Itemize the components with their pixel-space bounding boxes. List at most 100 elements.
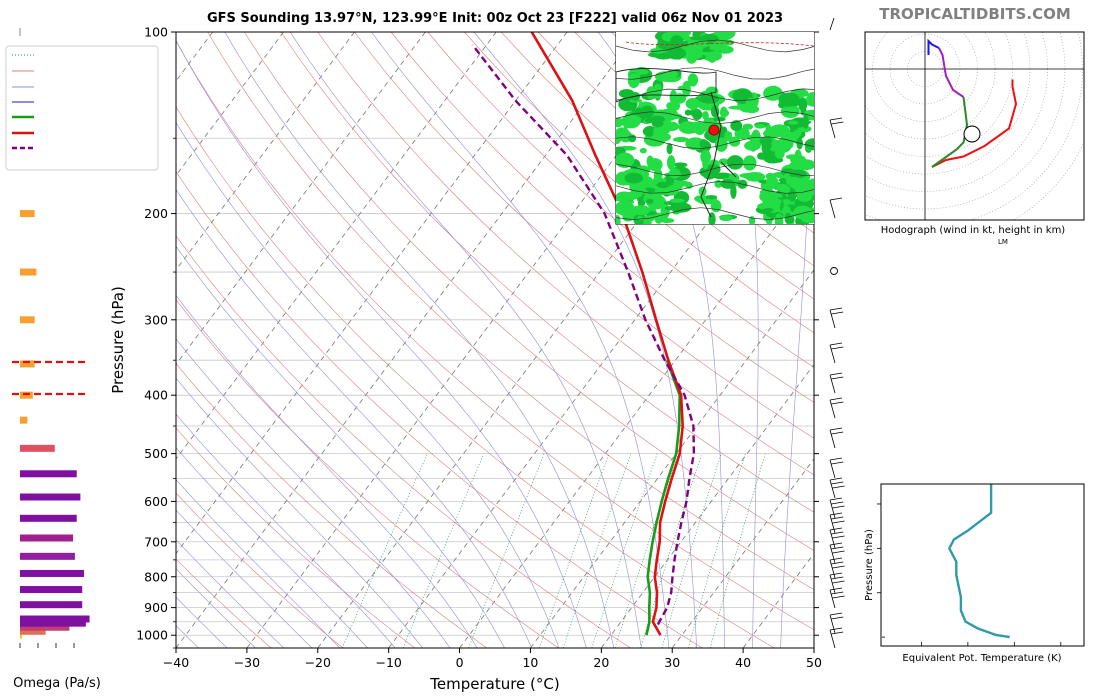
pseudoadiabat [176, 338, 451, 648]
theta-x-axis-label: Equivalent Pot. Temperature (K) [902, 653, 1061, 664]
x-tick-label: 0 [456, 655, 464, 670]
barb-flag [829, 457, 843, 461]
precip-blob [699, 94, 720, 104]
barb-staff [829, 309, 836, 329]
precip-blob [774, 149, 785, 159]
barb-flag [831, 546, 844, 550]
theta-e-panel: Equivalent Pot. Temperature (K) Pressure… [864, 483, 1085, 664]
barb-staff [829, 499, 836, 519]
precip-blob [666, 142, 673, 155]
mixing-ratio-line [661, 453, 722, 648]
barb-flag [831, 591, 844, 595]
precip-blob [620, 191, 640, 201]
skew-t-panel: −40 −30 −20 −10 0 10 20 30 40 50 100 200 300 400 500 60… [109, 25, 822, 694]
precip-blob [668, 168, 681, 179]
dry-adiabat [176, 106, 775, 648]
precip-blob [631, 205, 651, 216]
precip-blob [794, 149, 802, 164]
barb-flag [829, 512, 843, 516]
precip-blob [787, 188, 797, 202]
precip-blob [662, 108, 678, 121]
precip-blob [687, 73, 699, 87]
mixing-ratio-line [709, 453, 766, 648]
precip-blob [797, 125, 812, 133]
precip-blob [672, 101, 681, 111]
barb-staff [829, 199, 836, 219]
precip-blob [728, 105, 749, 110]
pseudoadiabat [176, 509, 313, 648]
precip-blob [785, 216, 795, 224]
isobar-contour [616, 39, 814, 53]
precip-blob [757, 152, 767, 160]
precip-blob [719, 106, 728, 119]
pseudoadiabat [176, 447, 368, 648]
mixing-ratio-line [341, 453, 428, 648]
precip-blob [800, 184, 809, 189]
precip-blob [782, 131, 800, 141]
barb-flag [831, 461, 844, 465]
pseudoadiabat [176, 479, 341, 648]
precip-blob [618, 88, 635, 99]
precip-blob [759, 190, 779, 204]
precip-blob [806, 91, 814, 107]
series-mixed-layer-parcel-path-100mb- [471, 44, 696, 626]
isotherm-line [176, 32, 426, 366]
pseudoadiabat [176, 245, 505, 648]
precip-blob [647, 158, 663, 172]
barb-flag [829, 372, 843, 376]
barb-staff [829, 559, 836, 579]
precip-blob [699, 139, 709, 150]
y-tick-label: 800 [144, 569, 168, 584]
precip-blob [653, 168, 663, 183]
x-tick-label: 50 [806, 655, 822, 670]
mixing-ratio-line [687, 453, 746, 648]
barb-staff [829, 479, 836, 499]
precip-blob [689, 35, 710, 41]
mixing-ratio-line [402, 453, 485, 648]
barb-staff [829, 544, 836, 564]
precip-blob [778, 92, 800, 107]
barb-flag [831, 501, 844, 505]
barb-staff [829, 429, 836, 449]
precip-blob [793, 205, 813, 220]
precip-blob [632, 69, 649, 75]
pseudoadiabat [176, 294, 478, 648]
x-tick-label: 20 [593, 655, 609, 670]
barb-flag [832, 580, 845, 584]
omega-bar [20, 444, 55, 452]
precip-blob [788, 176, 801, 189]
barb-flag [832, 535, 845, 539]
isobar-contour [616, 181, 814, 194]
barb-flag [831, 376, 844, 380]
precip-blob [636, 216, 644, 221]
precip-blob [807, 201, 814, 206]
barb-flag [829, 197, 843, 201]
coastline [700, 91, 737, 218]
x-tick-label: −40 [163, 655, 189, 670]
barb-flag [831, 561, 844, 565]
precip-blob [789, 169, 807, 179]
contour-dashed [625, 41, 814, 47]
isotherm-line [601, 363, 814, 648]
omega-bar [20, 514, 77, 522]
precip-blob [774, 183, 788, 188]
precip-blob [704, 164, 721, 175]
y-tick-label: 300 [144, 312, 168, 327]
precip-blob [694, 195, 709, 203]
dry-adiabat [176, 363, 487, 648]
barb-flag [829, 542, 843, 546]
barb-staff [829, 514, 836, 534]
precip-blob [686, 44, 704, 54]
precip-blob [762, 207, 774, 213]
isobar-contour [616, 88, 814, 101]
dry-adiabat [427, 32, 814, 368]
precip-blob [770, 146, 780, 152]
precip-blob [702, 158, 709, 170]
precip-blob [780, 104, 800, 118]
barb-flag [829, 477, 843, 481]
pseudoadiabat [176, 188, 533, 648]
inset-map [615, 31, 815, 225]
barb-flag [831, 576, 844, 580]
dry-adiabat [354, 32, 814, 439]
y-tick-label: 600 [144, 494, 168, 509]
